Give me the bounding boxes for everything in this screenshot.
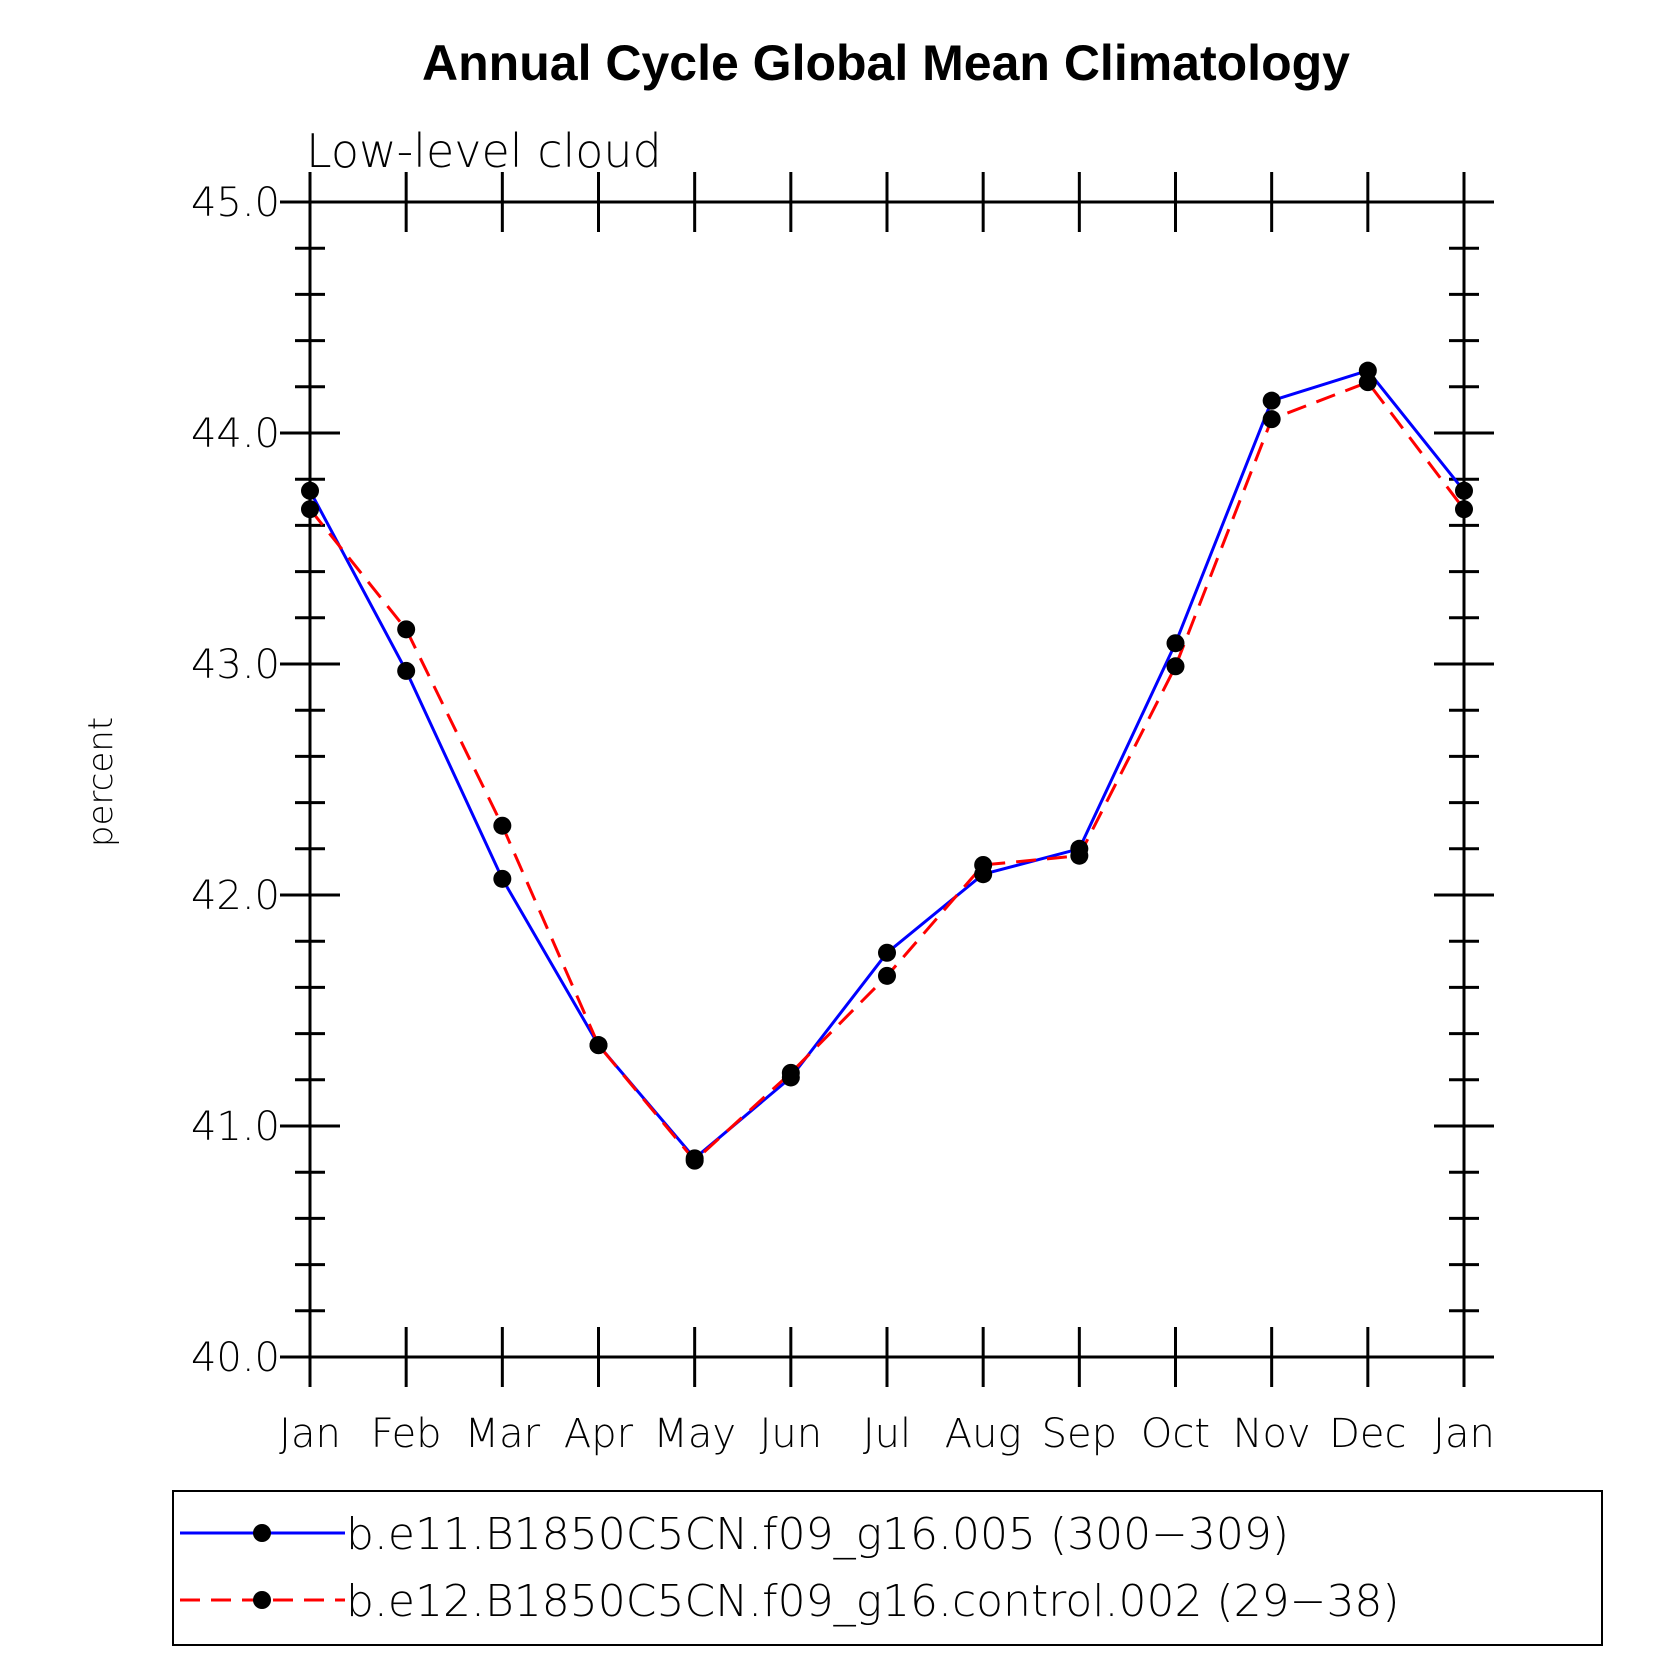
x-tick-label: Apr <box>564 1411 634 1457</box>
series-layer <box>308 369 1466 1163</box>
data-point-series-2 <box>1262 410 1281 429</box>
y-axis-label: percent <box>81 717 121 847</box>
data-point-series-2 <box>1070 846 1089 865</box>
y-tick-label: 41.0 <box>191 1104 280 1150</box>
y-tick-label: 43.0 <box>191 642 280 688</box>
x-tick-label: Dec <box>1329 1411 1406 1457</box>
data-point-series-2 <box>493 816 512 835</box>
x-tick-label: Jan <box>1433 1411 1495 1457</box>
data-point-series-1 <box>397 661 416 680</box>
data-point-series-2 <box>1358 373 1377 392</box>
y-tick-label: 40.0 <box>191 1335 280 1381</box>
axis-ticks <box>280 172 1494 1387</box>
data-point-series-2 <box>974 855 993 874</box>
data-point-series-2 <box>397 620 416 639</box>
x-tick-label: May <box>653 1411 736 1457</box>
plot-frame <box>308 200 1466 1359</box>
data-point-series-2 <box>589 1036 608 1055</box>
legend-label-series-2: b.e12.B1850C5CN.f09_g16.control.002 (29−… <box>346 1576 1400 1627</box>
legend: b.e11.B1850C5CN.f09_g16.005 (300−309) b.… <box>172 1490 1603 1646</box>
x-tick-label: Jun <box>760 1411 823 1457</box>
chart-subtitle: Low-level cloud <box>306 124 662 178</box>
data-point-series-1 <box>1166 634 1185 653</box>
data-point-series-2 <box>878 966 896 985</box>
x-tick-label: Mar <box>465 1411 541 1457</box>
legend-marker-series-2 <box>253 1591 271 1609</box>
series-line-2 <box>308 380 1466 1163</box>
legend-box <box>172 1490 1603 1646</box>
x-tick-label: Jan <box>279 1411 341 1457</box>
legend-marker-series-1 <box>253 1524 271 1542</box>
x-tick-label: Feb <box>371 1411 442 1457</box>
legend-label-series-1: b.e11.B1850C5CN.f09_g16.005 (300−309) <box>346 1509 1289 1560</box>
y-tick-label: 44.0 <box>191 411 280 457</box>
data-point-series-1 <box>878 943 896 962</box>
data-point-series-2 <box>685 1151 704 1170</box>
data-point-series-1 <box>1262 391 1281 410</box>
data-point-series-1 <box>493 869 512 888</box>
x-tick-label: Nov <box>1233 1411 1311 1457</box>
y-tick-label: 45.0 <box>191 180 280 226</box>
x-tick-label: Sep <box>1042 1411 1117 1457</box>
chart-title: Annual Cycle Global Mean Climatology <box>422 35 1350 91</box>
x-tick-label: Jul <box>863 1411 911 1457</box>
data-point-series-2 <box>1166 657 1185 676</box>
series-line-1 <box>308 369 1466 1160</box>
x-tick-label: Oct <box>1141 1411 1210 1457</box>
x-tick-label: Aug <box>945 1411 1022 1457</box>
markers-layer <box>301 361 1473 1170</box>
y-tick-labels: 40.0 41.0 42.0 43.0 44.0 45.0 <box>191 180 280 1381</box>
data-point-series-2 <box>781 1063 800 1082</box>
y-tick-label: 42.0 <box>191 873 280 919</box>
x-tick-labels: Jan Feb Mar Apr May Jun Jul Aug Sep Oct Nov Dec Jan <box>279 1411 1495 1457</box>
